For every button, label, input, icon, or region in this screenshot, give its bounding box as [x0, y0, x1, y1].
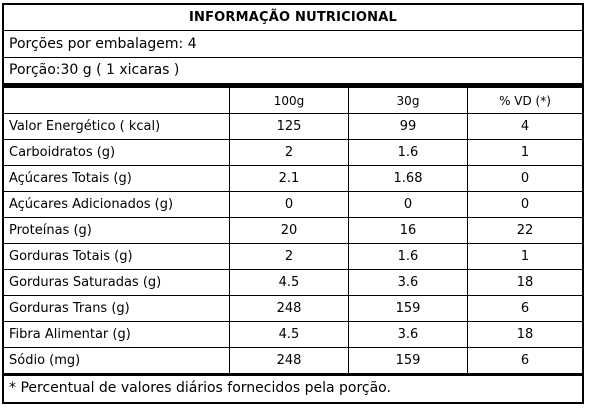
nutrient-name: Proteínas (g)	[4, 217, 230, 244]
value-daily-percent: 1	[467, 139, 582, 166]
value-daily-percent: 18	[467, 269, 582, 296]
nutrient-name: Valor Energético ( kcal)	[4, 113, 230, 140]
nutrient-name: Gorduras Trans (g)	[4, 295, 230, 322]
nutrient-name: Açúcares Adicionados (g)	[4, 191, 230, 218]
value-daily-percent: 4	[467, 113, 582, 140]
value-per-100g: 248	[229, 347, 349, 374]
value-per-100g: 2	[229, 243, 349, 270]
table-row: Gorduras Saturadas (g) 4.5 3.6 18	[4, 269, 582, 296]
table-row: Proteínas (g) 20 16 22	[4, 217, 582, 244]
value-per-100g: 248	[229, 295, 349, 322]
nutrient-name: Gorduras Saturadas (g)	[4, 269, 230, 296]
nutrient-name: Carboidratos (g)	[4, 139, 230, 166]
value-per-serving: 1.6	[348, 139, 468, 166]
value-per-serving: 99	[348, 113, 468, 140]
nutrient-name: Sódio (mg)	[4, 347, 230, 374]
value-per-100g: 4.5	[229, 269, 349, 296]
value-per-serving: 16	[348, 217, 468, 244]
table-row: Açúcares Totais (g) 2.1 1.68 0	[4, 165, 582, 192]
nutrition-table: 100g 30g % VD (*) Valor Energético ( kca…	[4, 87, 582, 374]
value-daily-percent: 1	[467, 243, 582, 270]
value-per-serving: 1.68	[348, 165, 468, 192]
value-per-serving: 1.6	[348, 243, 468, 270]
value-per-serving: 3.6	[348, 321, 468, 348]
header-per-100g: 100g	[229, 87, 349, 114]
value-daily-percent: 6	[467, 295, 582, 322]
label-title: INFORMAÇÃO NUTRICIONAL	[4, 5, 582, 31]
value-per-100g: 0	[229, 191, 349, 218]
nutrition-facts-label: INFORMAÇÃO NUTRICIONAL Porções por embal…	[2, 3, 584, 404]
value-daily-percent: 22	[467, 217, 582, 244]
value-daily-percent: 6	[467, 347, 582, 374]
value-per-100g: 125	[229, 113, 349, 140]
nutrient-name: Açúcares Totais (g)	[4, 165, 230, 192]
value-per-serving: 3.6	[348, 269, 468, 296]
value-per-100g: 4.5	[229, 321, 349, 348]
value-per-serving: 159	[348, 295, 468, 322]
servings-per-package: Porções por embalagem: 4	[9, 36, 197, 52]
value-daily-percent: 18	[467, 321, 582, 348]
table-row: Gorduras Trans (g) 248 159 6	[4, 295, 582, 322]
table-row: Fibra Alimentar (g) 4.5 3.6 18	[4, 321, 582, 348]
table-row: Açúcares Adicionados (g) 0 0 0	[4, 191, 582, 218]
table-row: Sódio (mg) 248 159 6	[4, 347, 582, 374]
value-per-serving: 0	[348, 191, 468, 218]
header-nutrient	[4, 87, 230, 114]
value-daily-percent: 0	[467, 165, 582, 192]
footnote: * Percentual de valores diários fornecid…	[4, 374, 582, 400]
table-row: Carboidratos (g) 2 1.6 1	[4, 139, 582, 166]
serving-size: Porção:30 g ( 1 xicaras )	[4, 57, 582, 87]
value-per-100g: 2.1	[229, 165, 349, 192]
value-daily-percent: 0	[467, 191, 582, 218]
table-row: Valor Energético ( kcal) 125 99 4	[4, 113, 582, 140]
header-daily-value: % VD (*)	[467, 87, 582, 114]
table-header-row: 100g 30g % VD (*)	[4, 87, 582, 114]
nutrient-name: Gorduras Totais (g)	[4, 243, 230, 270]
value-per-100g: 20	[229, 217, 349, 244]
table-row: Gorduras Totais (g) 2 1.6 1	[4, 243, 582, 270]
header-per-serving: 30g	[348, 87, 468, 114]
value-per-100g: 2	[229, 139, 349, 166]
value-per-serving: 159	[348, 347, 468, 374]
nutrient-name: Fibra Alimentar (g)	[4, 321, 230, 348]
